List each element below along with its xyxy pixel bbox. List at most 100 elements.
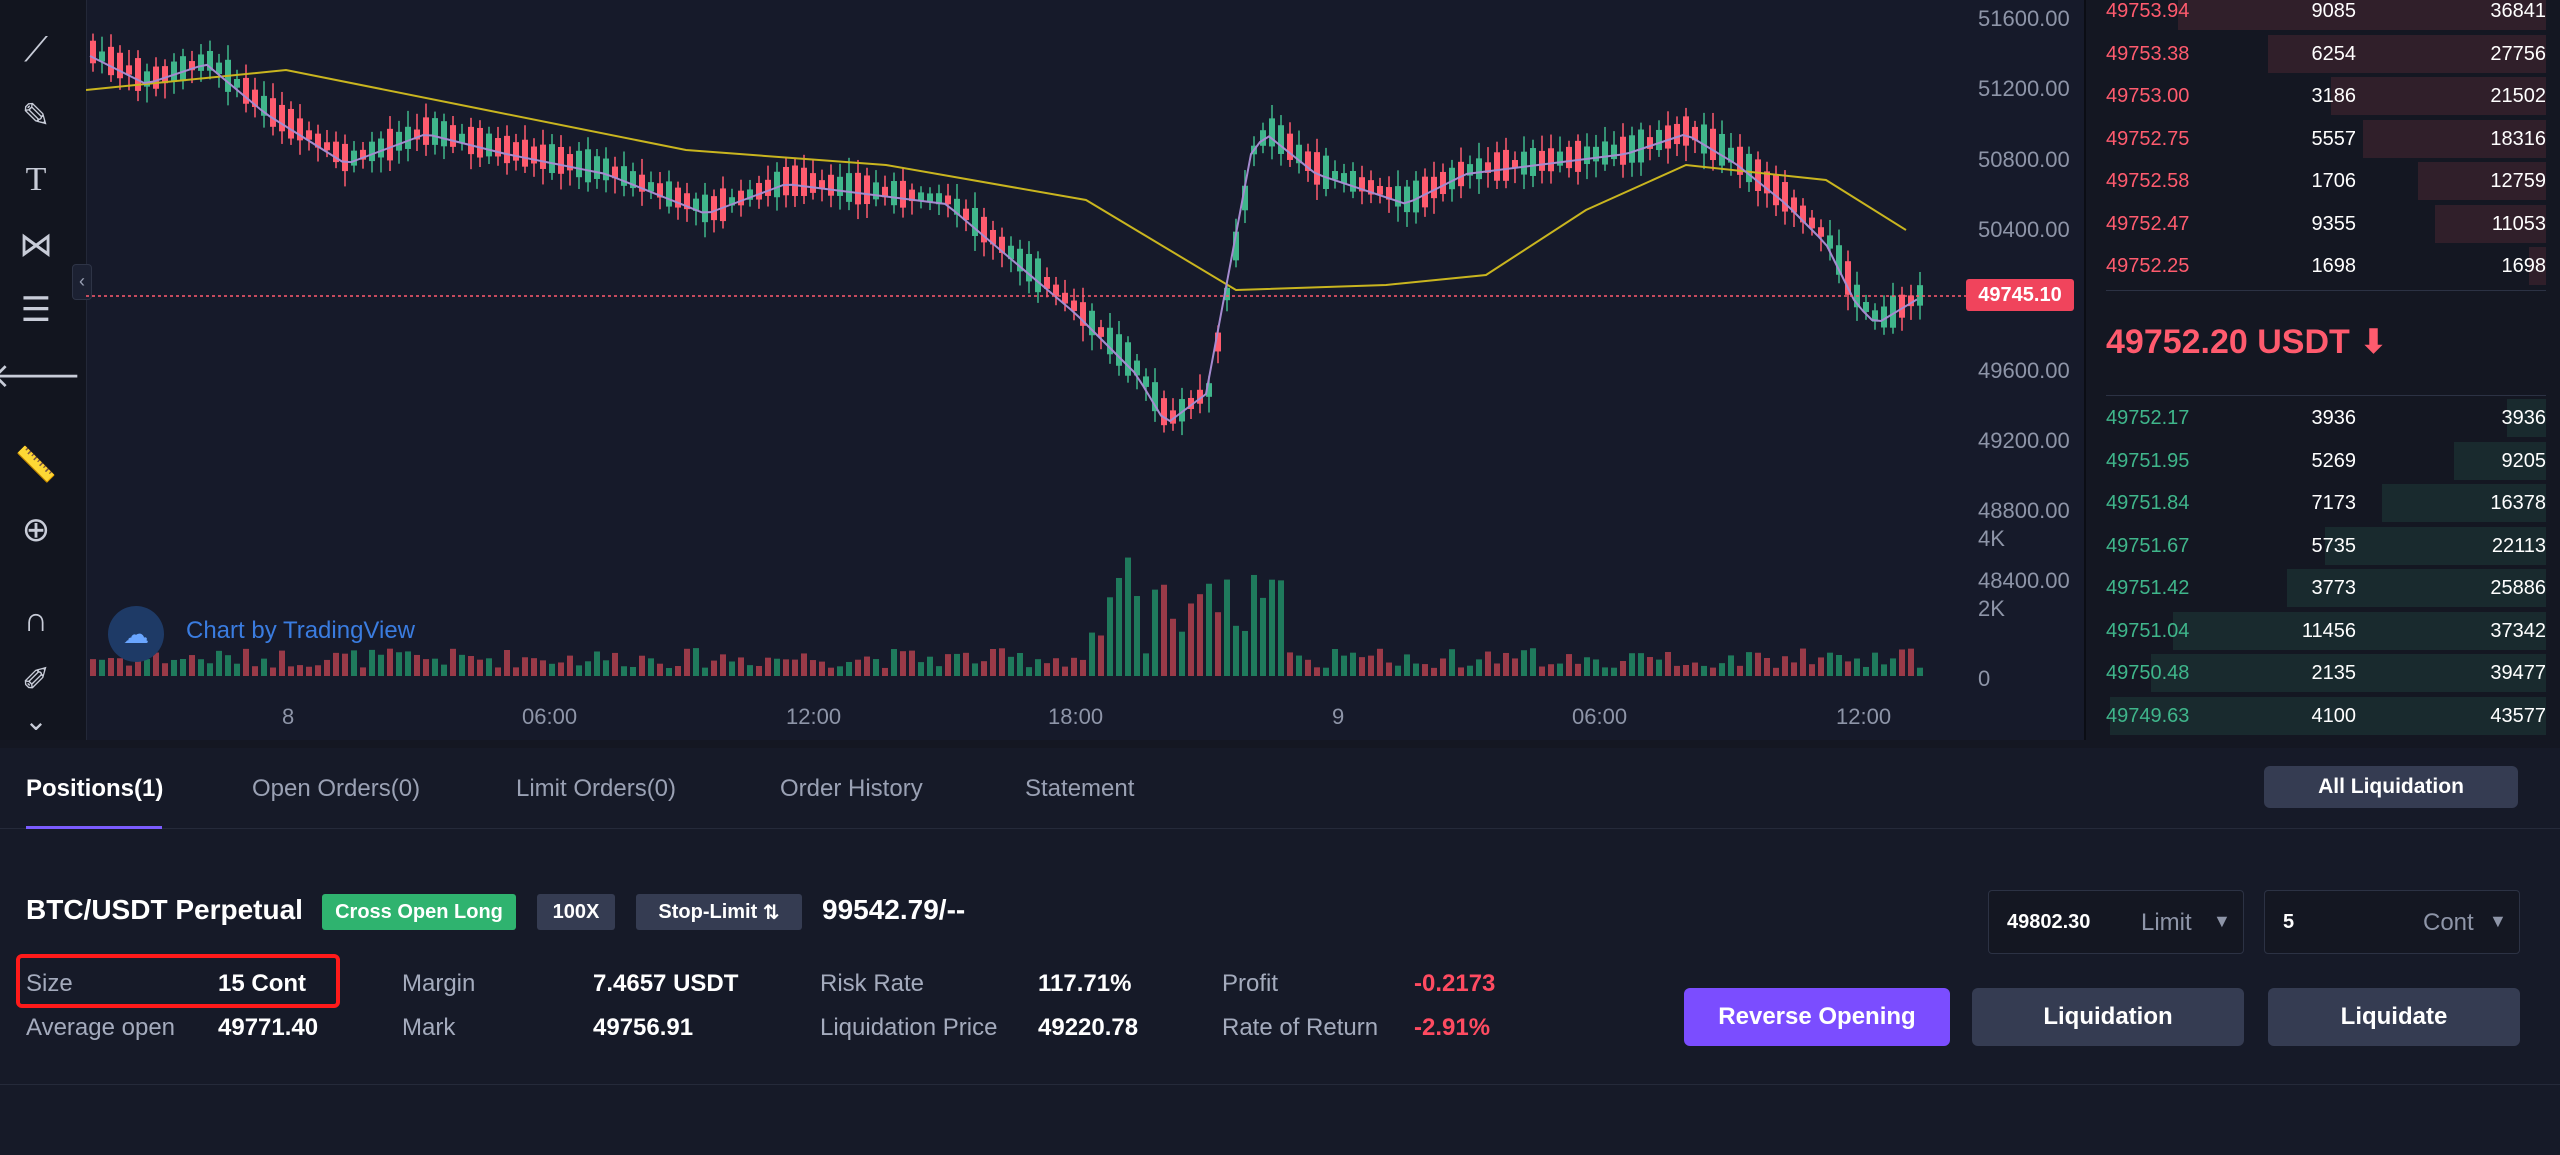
collapse-toolbar-button[interactable]: ‹ xyxy=(72,264,92,300)
volume-bar xyxy=(873,659,879,676)
ask-total: 21502 xyxy=(2490,85,2546,107)
candle xyxy=(1872,310,1878,322)
liquidate-button[interactable]: Liquidate xyxy=(2268,988,2520,1046)
pattern-icon[interactable]: ⋈ xyxy=(19,226,53,264)
ask-row[interactable]: 49753.38 6254 27756 xyxy=(2106,33,2546,75)
tab-open-orders[interactable]: Open Orders(0) xyxy=(252,775,421,802)
volume-bar xyxy=(522,657,528,676)
volume-bar xyxy=(342,653,348,676)
candle xyxy=(900,180,906,208)
price-input[interactable]: 49802.30 Limit ▼ xyxy=(1988,890,2244,954)
ask-price: 49752.58 xyxy=(2106,170,2190,192)
volume-bar xyxy=(972,663,978,676)
reverse-opening-button[interactable]: Reverse Opening xyxy=(1684,988,1950,1046)
candle xyxy=(756,182,762,200)
back-arrow-icon[interactable]: 🡐 xyxy=(0,356,82,395)
size-value: 15 Cont xyxy=(218,970,307,997)
magnet-icon[interactable]: ∩ xyxy=(23,600,49,639)
candle xyxy=(1908,295,1914,307)
volume-bar xyxy=(1215,612,1221,676)
bid-price: 49750.48 xyxy=(2106,662,2190,684)
lock-draw-icon[interactable]: ✐ xyxy=(21,661,51,699)
candle xyxy=(1557,151,1563,166)
bid-row[interactable]: 49751.67 5735 22113 xyxy=(2106,525,2546,567)
volume-bar xyxy=(1566,654,1572,676)
tradingview-watermark[interactable]: Chart by TradingView xyxy=(186,617,416,644)
bid-row[interactable]: 49749.63 4100 43577 xyxy=(2106,695,2546,737)
volume-bar xyxy=(828,667,834,676)
candle xyxy=(117,52,123,79)
ask-row[interactable]: 49752.75 5557 18316 xyxy=(2106,118,2546,160)
candle xyxy=(405,126,411,149)
candle xyxy=(1296,144,1302,164)
bid-row[interactable]: 49751.95 5269 9205 xyxy=(2106,440,2546,482)
volume-bar xyxy=(1350,652,1356,676)
liquidation-price-value: 49220.78 xyxy=(1038,1014,1139,1041)
ask-row[interactable]: 49753.00 3186 21502 xyxy=(2106,75,2546,117)
candle xyxy=(1791,197,1797,213)
volume-bar xyxy=(1413,663,1419,676)
chart-area[interactable] xyxy=(0,0,2084,740)
ask-row[interactable]: 49753.94 9085 36841 xyxy=(2106,0,2546,32)
fib-icon[interactable]: ☰ xyxy=(20,291,52,329)
volume-bar xyxy=(738,657,744,676)
volume-bar xyxy=(1179,631,1185,676)
price-type-select[interactable]: Limit xyxy=(2141,909,2192,936)
candle xyxy=(1170,410,1176,424)
volume-bar xyxy=(1692,662,1698,676)
ruler-icon[interactable]: 📏 xyxy=(14,446,58,484)
mark-label: Mark xyxy=(402,1014,456,1041)
volume-bar xyxy=(1107,597,1113,676)
bid-row[interactable]: 49751.42 3773 25886 xyxy=(2106,567,2546,609)
bid-total: 22113 xyxy=(2491,534,2546,557)
volume-bar xyxy=(684,648,690,676)
tab-positions[interactable]: Positions(1) xyxy=(26,775,164,802)
text-tool-icon[interactable]: T xyxy=(25,161,47,198)
risk-rate-label: Risk Rate xyxy=(820,970,925,997)
price-chart[interactable] xyxy=(86,0,1966,690)
candle xyxy=(819,180,825,189)
volume-bar xyxy=(1242,630,1248,676)
liquidation-button[interactable]: Liquidation xyxy=(1972,988,2244,1046)
trend-line-icon[interactable]: ⟋ xyxy=(24,30,48,69)
volume-bar xyxy=(1431,667,1437,676)
candle xyxy=(882,186,888,198)
ask-total: 18316 xyxy=(2490,127,2546,150)
bid-row[interactable]: 49752.17 3936 3936 xyxy=(2106,397,2546,439)
stop-value: 99542.79/-- xyxy=(822,894,966,925)
all-liquidation-button[interactable]: All Liquidation xyxy=(2264,766,2518,808)
candle xyxy=(1206,383,1212,397)
brush-icon[interactable]: ✎ xyxy=(21,97,51,135)
bid-row[interactable]: 49751.04 11456 37342 xyxy=(2106,610,2546,652)
candle xyxy=(1602,141,1608,165)
ask-row[interactable]: 49752.47 9355 11053 xyxy=(2106,203,2546,245)
tab-limit-orders[interactable]: Limit Orders(0) xyxy=(516,775,677,802)
volume-bar xyxy=(846,661,852,676)
zoom-in-icon[interactable]: ⊕ xyxy=(21,511,51,549)
bid-row[interactable]: 49751.84 7173 16378 xyxy=(2106,482,2546,524)
bid-row[interactable]: 49750.48 2135 39477 xyxy=(2106,652,2546,694)
chevron-down-icon[interactable]: ⌄ xyxy=(24,704,48,736)
candle xyxy=(990,229,996,245)
volume-bar xyxy=(747,665,753,676)
ask-row[interactable]: 49752.58 1706 12759 xyxy=(2106,160,2546,202)
volume-axis-label: 2K xyxy=(1978,596,2005,621)
volume-bar xyxy=(810,660,816,676)
candle xyxy=(711,196,717,221)
quantity-input[interactable]: 5 Cont ▼ xyxy=(2264,890,2520,954)
volume-bar xyxy=(1035,659,1041,676)
candle xyxy=(1692,126,1698,141)
volume-bar xyxy=(1206,583,1212,676)
volume-bar xyxy=(1791,662,1797,676)
tab-order-history[interactable]: Order History xyxy=(780,775,923,802)
tab-statement[interactable]: Statement xyxy=(1025,775,1135,802)
volume-bar xyxy=(936,666,942,676)
ask-row[interactable]: 49752.25 1698 1698 xyxy=(2106,245,2546,287)
candle xyxy=(1260,130,1266,146)
candle xyxy=(468,126,474,155)
average-open-value: 49771.40 xyxy=(218,1014,319,1041)
candle xyxy=(1827,235,1833,249)
stop-limit-tag[interactable]: Stop-Limit ⇅ xyxy=(636,894,802,930)
quantity-unit-select[interactable]: Cont xyxy=(2423,909,2474,936)
ask-total: 36841 xyxy=(2490,0,2546,22)
